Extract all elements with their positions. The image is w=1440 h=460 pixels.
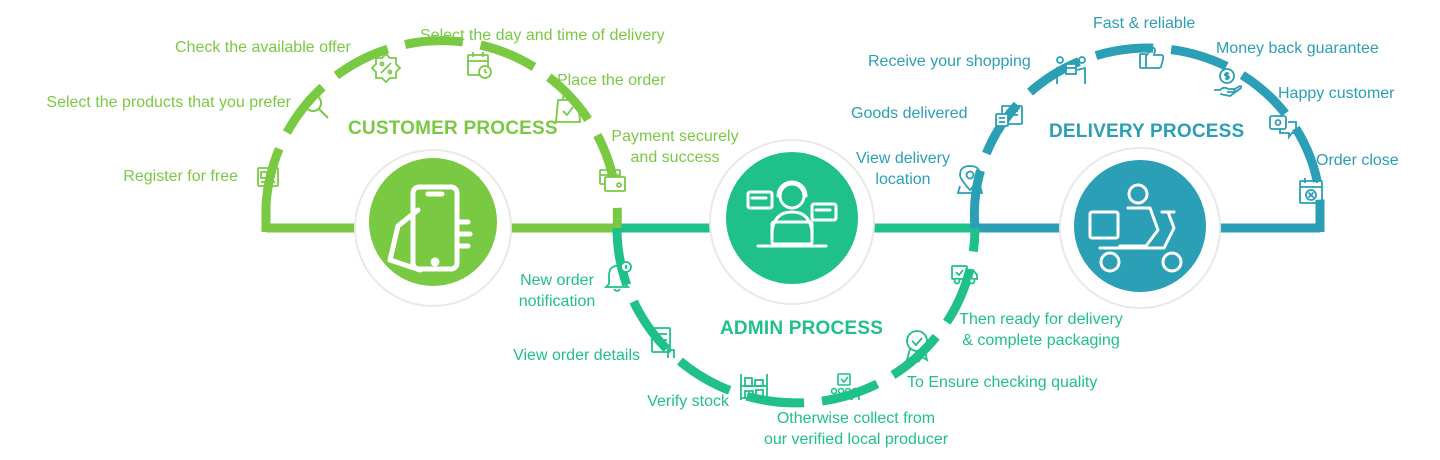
money-back-hand-icon <box>1214 68 1243 97</box>
delivery-process-title: DELIVERY PROCESS <box>1049 121 1245 142</box>
step-payment-line1: Payment securely <box>611 128 739 145</box>
step-payment-label: Payment securely and success <box>605 126 745 168</box>
step-fast-reliable-label: Fast & reliable <box>1093 15 1196 32</box>
chat-bubble-icon <box>1269 115 1297 140</box>
calendar-clock-icon <box>467 52 492 79</box>
delivery-hub <box>1074 160 1206 292</box>
thumbs-up-icon <box>1139 46 1165 69</box>
hand-holding-phone-icon <box>387 184 473 273</box>
step-view-location-label: View delivery location <box>840 148 966 190</box>
farmers-icon <box>829 373 860 400</box>
step-view-location-line2: location <box>875 171 931 188</box>
step-ready-line1: Then ready for delivery <box>959 311 1123 328</box>
map-pin-icon <box>956 165 984 194</box>
step-register-label: Register for free <box>123 168 238 185</box>
step-ready-label: Then ready for delivery & complete packa… <box>946 309 1136 351</box>
warehouse-shelf-icon <box>740 374 768 400</box>
step-receive-label: Receive your shopping <box>868 53 1031 70</box>
quality-badge-icon <box>905 330 929 364</box>
registration-form-icon <box>257 167 279 187</box>
customer-hub <box>369 158 497 286</box>
handover-box-icon <box>1056 56 1086 84</box>
step-check-offer-label: Check the available offer <box>175 39 351 56</box>
step-goods-delivered-label: Goods delivered <box>851 105 968 122</box>
step-place-order-label: Place the order <box>557 72 666 89</box>
step-collect-line2: our verified local producer <box>763 431 949 448</box>
delivery-truck-icon <box>951 265 978 285</box>
delivery-document-icon <box>995 105 1023 127</box>
customer-arc <box>261 36 622 229</box>
step-new-order-label: New order notification <box>502 270 612 312</box>
admin-arc <box>612 227 980 408</box>
support-agent-laptop-icon <box>746 180 838 248</box>
step-view-order-details-label: View order details <box>513 347 640 364</box>
discount-badge-icon <box>370 52 402 84</box>
step-ready-line2: & complete packaging <box>962 332 1120 349</box>
checklist-icon <box>651 327 675 358</box>
step-collect-line1: Otherwise collect from <box>776 410 936 427</box>
step-happy-customer-label: Happy customer <box>1278 85 1395 102</box>
credit-card-icon <box>599 169 626 192</box>
admin-process-title: ADMIN PROCESS <box>720 318 884 339</box>
bell-notification-icon <box>603 261 632 292</box>
calendar-close-icon <box>1299 178 1323 204</box>
step-select-day-label: Select the day and time of delivery <box>420 27 665 44</box>
step-new-order-line2: notification <box>518 293 596 310</box>
step-new-order-line1: New order <box>520 272 594 289</box>
shopping-bag-icon <box>555 91 581 123</box>
step-collect-label: Otherwise collect from our verified loca… <box>746 408 966 450</box>
scooter-delivery-icon <box>1088 183 1183 273</box>
delivery-arc <box>969 43 1325 229</box>
step-money-back-label: Money back guarantee <box>1216 40 1379 57</box>
admin-hub <box>726 152 858 284</box>
customer-process-title: CUSTOMER PROCESS <box>348 118 558 139</box>
step-order-close-label: Order close <box>1316 152 1399 169</box>
step-quality-label: To Ensure checking quality <box>907 374 1098 391</box>
step-view-location-line1: View delivery <box>856 150 950 167</box>
step-select-products-label: Select the products that you prefer <box>46 94 291 111</box>
search-icon <box>304 94 329 119</box>
step-verify-stock-label: Verify stock <box>647 393 729 410</box>
step-payment-line2: and success <box>630 149 720 166</box>
